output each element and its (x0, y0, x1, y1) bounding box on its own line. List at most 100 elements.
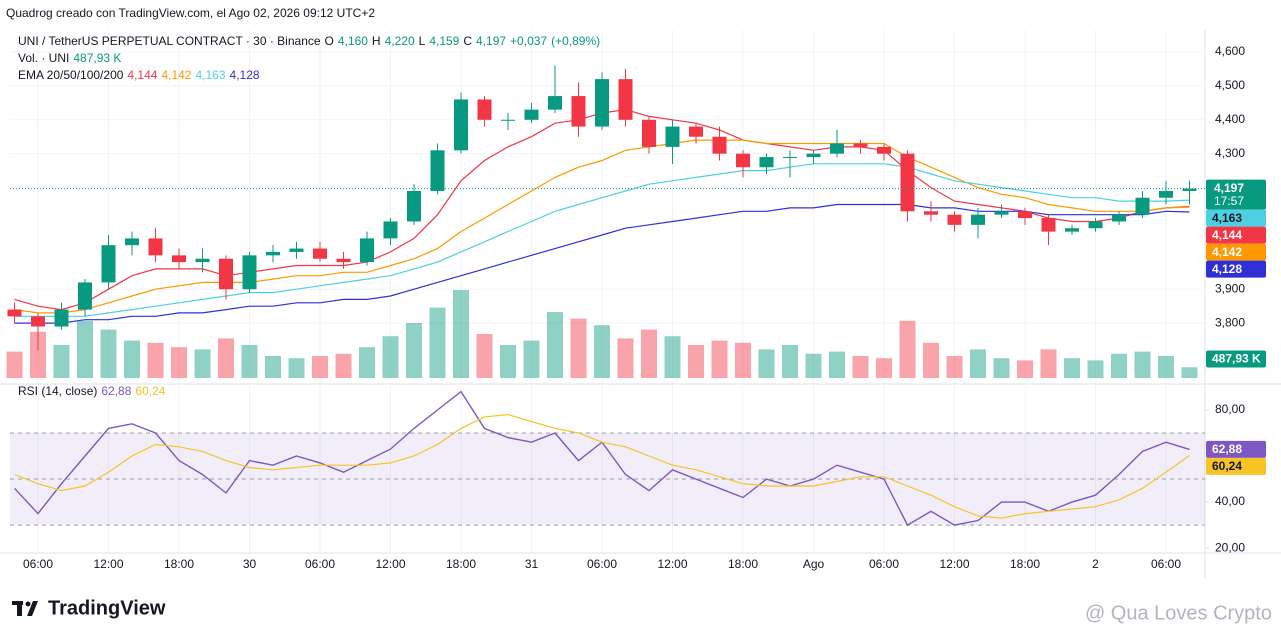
ema-badge-bg (1206, 243, 1266, 261)
candle-body (430, 150, 445, 191)
ohlc-key: O (324, 34, 334, 48)
volume-badge: 487,93 K (1212, 352, 1261, 366)
x-tick-label: 12:00 (939, 557, 969, 571)
logo-text: TradingView (48, 597, 166, 619)
candle-body (900, 153, 915, 212)
x-tick-label: 18:00 (446, 557, 476, 571)
candle-body (313, 248, 327, 259)
volume-bar (147, 342, 164, 378)
candle-body (712, 136, 727, 154)
candle-body (172, 255, 186, 263)
x-tick-label: 06:00 (23, 557, 53, 571)
ema-badge-bg (1206, 209, 1266, 227)
candle-body (665, 126, 680, 147)
volume-bar (194, 349, 211, 378)
volume-bar (805, 353, 822, 378)
volume-bar (6, 351, 23, 378)
volume-bar (30, 331, 46, 378)
candle-body (266, 251, 280, 256)
ema-value: 4,144 (127, 68, 158, 82)
volume-bar (970, 349, 986, 378)
volume-bar (1017, 360, 1033, 378)
candle-body (1088, 221, 1103, 229)
candle-body (1065, 228, 1079, 232)
rsi-value: 62,88 (101, 384, 132, 398)
volume-bar (1040, 349, 1057, 378)
rsi-badge: 62,88 (1212, 442, 1242, 456)
candle-body (360, 238, 374, 263)
volume-bar (312, 356, 328, 378)
logo-part (17, 601, 22, 616)
candle-body (1159, 190, 1173, 198)
candle-body (971, 214, 985, 225)
candle-body (54, 309, 69, 327)
candle-body (689, 126, 703, 137)
candle-body (1182, 188, 1197, 191)
ema-line (14, 139, 1190, 314)
logo-part (25, 601, 31, 607)
candle-body (830, 143, 844, 154)
y-tick-label: 40,00 (1215, 494, 1245, 508)
rsi-value: 60,24 (135, 384, 166, 398)
candle-body (101, 245, 116, 283)
volume-bar (359, 347, 375, 378)
volume-bar (617, 338, 634, 378)
volume-bar (758, 349, 775, 378)
candle-body (454, 99, 468, 151)
x-tick-label: 06:00 (1151, 557, 1181, 571)
ema-value: 4,142 (161, 68, 192, 82)
volume-bar (688, 345, 704, 378)
ohlc-value: 4,159 (429, 34, 460, 48)
candle-body (924, 211, 938, 215)
price-legend: UNI / TetherUS PERPETUAL CONTRACT · 30 ·… (18, 33, 604, 84)
candle-body (618, 79, 633, 120)
candle-body (31, 316, 45, 327)
volume-bar (547, 312, 563, 378)
volume-bar (476, 334, 493, 378)
volume-bar (53, 345, 70, 378)
volume-bar (923, 342, 939, 378)
ema-line (14, 203, 1190, 324)
volume-bar (77, 320, 93, 378)
volume-bar (1181, 367, 1198, 378)
candle-body (148, 238, 163, 256)
x-tick-label: 12:00 (657, 557, 687, 571)
volume-bar (1158, 356, 1174, 378)
logo-icon (12, 601, 38, 616)
candle-body (1041, 218, 1056, 232)
volume-bar (1134, 351, 1151, 378)
volume-bar (124, 340, 140, 378)
change-pct: (+0,89%) (551, 34, 601, 48)
volume-bar (218, 338, 234, 378)
logo-part (27, 601, 38, 616)
volume-badge-bg (1206, 350, 1266, 368)
candle-body (407, 190, 421, 222)
y-tick-label: 4,500 (1215, 78, 1245, 92)
candle-body (524, 109, 539, 120)
volume-bar (265, 356, 281, 378)
candle-body (219, 258, 233, 290)
ema-badge: 4,144 (1212, 228, 1242, 242)
volume-bar (429, 307, 446, 378)
y-tick-label: 4,600 (1215, 44, 1245, 58)
volume-bar (1087, 360, 1104, 378)
volume-bar (382, 336, 399, 378)
ema-title: EMA 20/50/100/200 (18, 68, 124, 82)
candle-body (877, 146, 891, 154)
candle-body (736, 153, 750, 168)
x-tick-label: 12:00 (93, 557, 123, 571)
x-tick-label: 06:00 (869, 557, 899, 571)
volume-bar (782, 345, 798, 378)
ohlc-value: 4,220 (384, 34, 415, 48)
y-tick-label: 20,00 (1215, 540, 1245, 554)
ema-line (14, 163, 1190, 317)
candle-body (242, 255, 257, 290)
ema-badge-bg (1206, 226, 1266, 244)
x-tick-label: 2 (1092, 557, 1099, 571)
volume-bar (500, 345, 516, 378)
rsi-legend: RSI (14, close) 62,88 60,24 (18, 383, 169, 400)
x-tick-label: 12:00 (375, 557, 405, 571)
rsi-line (14, 413, 1190, 519)
ema-badge: 4,128 (1212, 262, 1242, 276)
